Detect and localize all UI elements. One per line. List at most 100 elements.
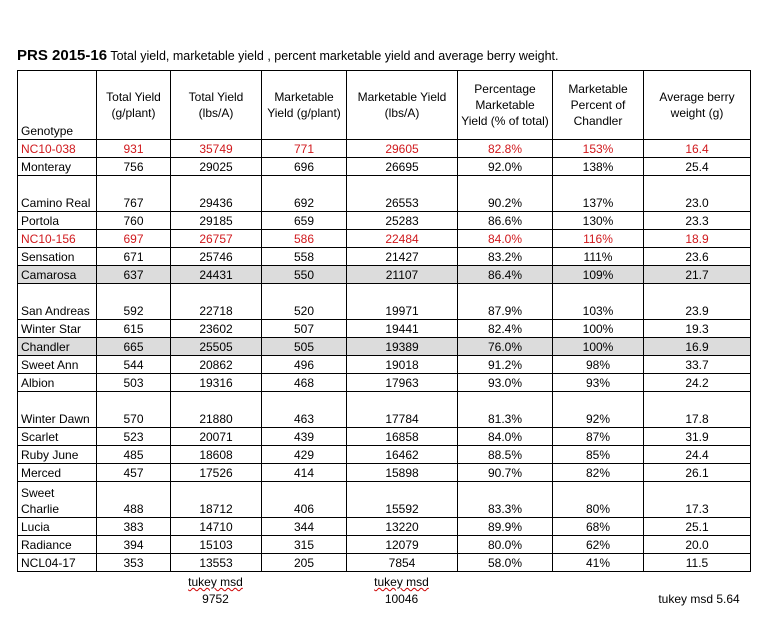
- value-cell: 82.4%: [457, 319, 553, 338]
- value-cell: 17.3: [643, 481, 751, 518]
- value-cell: 19.3: [643, 319, 751, 338]
- value-cell: 485: [96, 445, 171, 464]
- table-row: Sweet Charlie 488 18712 406 15592 83.3% 80% 17.…: [17, 481, 751, 518]
- table-row: Sensation 671 25746 558 21427 83.2% 111% 23.6: [17, 247, 751, 266]
- column-header: Average berry weight (g): [643, 70, 751, 140]
- genotype-cell: San Andreas: [17, 283, 97, 320]
- value-cell: 92.0%: [457, 157, 553, 176]
- genotype-cell: Winter Dawn: [17, 391, 97, 428]
- value-cell: 17.8: [643, 391, 751, 428]
- value-cell: 429: [261, 445, 347, 464]
- genotype-cell: Chandler: [17, 337, 97, 356]
- value-cell: 22718: [170, 283, 262, 320]
- table-row: Merced 457 17526 414 15898 90.7% 82% 26.1: [17, 463, 751, 482]
- value-cell: 29185: [170, 211, 262, 230]
- value-cell: 18.9: [643, 229, 751, 248]
- value-cell: 16858: [346, 427, 458, 446]
- value-cell: 18608: [170, 445, 262, 464]
- value-cell: 138%: [552, 157, 644, 176]
- column-header: Total Yield (lbs/A): [170, 70, 262, 140]
- value-cell: 558: [261, 247, 347, 266]
- value-cell: 383: [96, 517, 171, 536]
- value-cell: 29436: [170, 175, 262, 212]
- value-cell: 80.0%: [457, 535, 553, 554]
- value-cell: 23.0: [643, 175, 751, 212]
- table-row: Winter Star 615 23602 507 19441 82.4% 100% 19.3: [17, 319, 751, 338]
- value-cell: 20071: [170, 427, 262, 446]
- table-row: Scarlet 523 20071 439 16858 84.0% 87% 31.9: [17, 427, 751, 446]
- genotype-cell: Sweet Ann: [17, 355, 97, 374]
- value-cell: 637: [96, 265, 171, 284]
- value-cell: 14710: [170, 517, 262, 536]
- table-row: Lucia 383 14710 344 13220 89.9% 68% 25.1: [17, 517, 751, 536]
- value-cell: 697: [96, 229, 171, 248]
- value-cell: 344: [261, 517, 347, 536]
- value-cell: 35749: [170, 139, 262, 158]
- value-cell: 100%: [552, 337, 644, 356]
- column-header: Marketable Yield (g/plant): [261, 70, 347, 140]
- table-row: NCL04-17 353 13553 205 7854 58.0% 41% 11.5: [17, 553, 751, 572]
- table-row: NC10-038 931 35749 771 29605 82.8% 153% 16.4: [17, 139, 751, 158]
- value-cell: 13220: [346, 517, 458, 536]
- column-header: Genotype: [17, 70, 97, 140]
- value-cell: 505: [261, 337, 347, 356]
- genotype-cell: Portola: [17, 211, 97, 230]
- value-cell: 80%: [552, 481, 644, 518]
- value-cell: 22484: [346, 229, 458, 248]
- value-cell: 103%: [552, 283, 644, 320]
- value-cell: 7854: [346, 553, 458, 572]
- value-cell: 931: [96, 139, 171, 158]
- value-cell: 68%: [552, 517, 644, 536]
- value-cell: 23.6: [643, 247, 751, 266]
- value-cell: 19441: [346, 319, 458, 338]
- table-row: Chandler 665 25505 505 19389 76.0% 100% 16.9: [17, 337, 751, 356]
- table-row: Camino Real 767 29436 692 26553 90.2% 137% 23.0: [17, 175, 751, 212]
- value-cell: 507: [261, 319, 347, 338]
- value-cell: 21427: [346, 247, 458, 266]
- column-header: Marketable Yield (lbs/A): [346, 70, 458, 140]
- genotype-cell: Albion: [17, 373, 97, 392]
- genotype-cell: Sweet Charlie: [17, 481, 97, 518]
- table-row: Ruby June 485 18608 429 16462 88.5% 85% 24.4: [17, 445, 751, 464]
- value-cell: 692: [261, 175, 347, 212]
- value-cell: 88.5%: [457, 445, 553, 464]
- value-cell: 586: [261, 229, 347, 248]
- value-cell: 496: [261, 355, 347, 374]
- value-cell: 98%: [552, 355, 644, 374]
- value-cell: 659: [261, 211, 347, 230]
- genotype-cell: Lucia: [17, 517, 97, 536]
- value-cell: 13553: [170, 553, 262, 572]
- value-cell: 19316: [170, 373, 262, 392]
- value-cell: 760: [96, 211, 171, 230]
- tukey-label: tukey msd: [188, 575, 243, 589]
- value-cell: 394: [96, 535, 171, 554]
- genotype-cell: NC10-038: [17, 139, 97, 158]
- value-cell: 91.2%: [457, 355, 553, 374]
- value-cell: 520: [261, 283, 347, 320]
- value-cell: 20.0: [643, 535, 751, 554]
- value-cell: 24431: [170, 265, 262, 284]
- tukey-label: tukey msd: [374, 575, 429, 589]
- value-cell: 25746: [170, 247, 262, 266]
- genotype-cell: Camino Real: [17, 175, 97, 212]
- value-cell: 25.1: [643, 517, 751, 536]
- value-cell: 767: [96, 175, 171, 212]
- value-cell: 16.9: [643, 337, 751, 356]
- genotype-cell: NC10-156: [17, 229, 97, 248]
- tukey-marketable-lbs: tukey msd 10046: [346, 574, 457, 608]
- genotype-cell: Winter Star: [17, 319, 97, 338]
- genotype-cell: Camarosa: [17, 265, 97, 284]
- table-row: NC10-156 697 26757 586 22484 84.0% 116% 18.9: [17, 229, 751, 248]
- value-cell: 17784: [346, 391, 458, 428]
- value-cell: 16462: [346, 445, 458, 464]
- value-cell: 20862: [170, 355, 262, 374]
- value-cell: 665: [96, 337, 171, 356]
- value-cell: 544: [96, 355, 171, 374]
- value-cell: 205: [261, 553, 347, 572]
- column-header: Percentage Marketable Yield (% of total): [457, 70, 553, 140]
- value-cell: 19971: [346, 283, 458, 320]
- column-header: Total Yield (g/plant): [96, 70, 171, 140]
- genotype-cell: Sensation: [17, 247, 97, 266]
- value-cell: 87.9%: [457, 283, 553, 320]
- genotype-cell: Monteray: [17, 157, 97, 176]
